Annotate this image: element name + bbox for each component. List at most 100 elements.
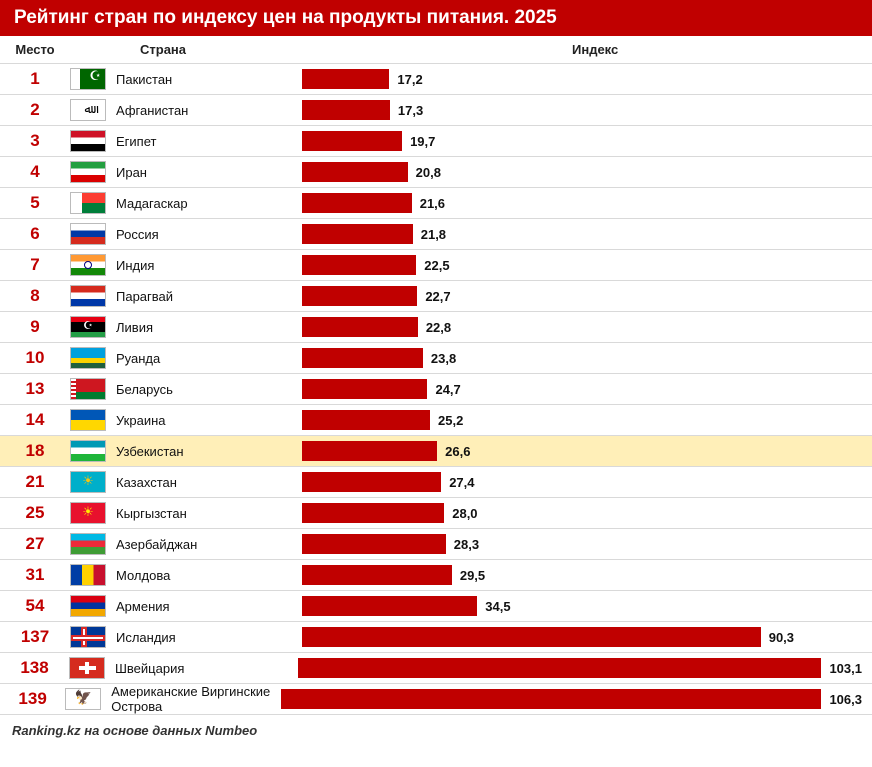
bar bbox=[302, 627, 761, 647]
flag-icon bbox=[70, 502, 106, 524]
value-label: 17,3 bbox=[398, 103, 423, 118]
country-cell: Россия bbox=[70, 223, 302, 245]
flag-icon bbox=[70, 595, 106, 617]
flag-icon bbox=[70, 161, 106, 183]
country-name: Армения bbox=[116, 599, 170, 614]
rank-cell: 4 bbox=[0, 162, 70, 182]
country-name: Кыргызстан bbox=[116, 506, 187, 521]
flag-icon bbox=[70, 130, 106, 152]
bar bbox=[302, 534, 446, 554]
flag-icon bbox=[70, 626, 106, 648]
rank-cell: 9 bbox=[0, 317, 70, 337]
table-row: 1 Пакистан 17,2 bbox=[0, 63, 872, 94]
value-label: 22,5 bbox=[424, 258, 449, 273]
value-label: 28,0 bbox=[452, 506, 477, 521]
table-row: 8Парагвай22,7 bbox=[0, 280, 872, 311]
bar bbox=[302, 100, 390, 120]
bar-cell: 17,2 bbox=[302, 69, 872, 89]
country-cell: Мадагаскар bbox=[70, 192, 302, 214]
header-rank: Место bbox=[0, 42, 70, 57]
bar-cell: 27,4 bbox=[302, 472, 872, 492]
country-name: Иран bbox=[116, 165, 147, 180]
country-cell: Украина bbox=[70, 409, 302, 431]
header-index: Индекс bbox=[302, 42, 872, 57]
header-country: Страна bbox=[70, 42, 302, 57]
country-cell: Афганистан bbox=[70, 99, 302, 121]
flag-icon bbox=[70, 223, 106, 245]
bar bbox=[302, 69, 389, 89]
country-name: Молдова bbox=[116, 568, 170, 583]
bar-cell: 29,5 bbox=[302, 565, 872, 585]
table-row: 137Исландия90,3 bbox=[0, 621, 872, 652]
country-name: Исландия bbox=[116, 630, 176, 645]
flag-icon bbox=[70, 564, 106, 586]
bar-cell: 22,7 bbox=[302, 286, 872, 306]
value-label: 34,5 bbox=[485, 599, 510, 614]
bar-cell: 21,6 bbox=[302, 193, 872, 213]
value-label: 22,7 bbox=[425, 289, 450, 304]
country-cell: Индия bbox=[70, 254, 302, 276]
country-cell: Кыргызстан bbox=[70, 502, 302, 524]
bar-cell: 23,8 bbox=[302, 348, 872, 368]
value-label: 27,4 bbox=[449, 475, 474, 490]
flag-icon bbox=[70, 440, 106, 462]
country-name: Индия bbox=[116, 258, 154, 273]
value-label: 25,2 bbox=[438, 413, 463, 428]
table-row: 2 Афганистан 17,3 bbox=[0, 94, 872, 125]
country-name: Американские Виргинские Острова bbox=[111, 684, 281, 714]
rank-cell: 137 bbox=[0, 627, 70, 647]
country-cell: Казахстан bbox=[70, 471, 302, 493]
rank-cell: 27 bbox=[0, 534, 70, 554]
table-row: 138Швейцария103,1 bbox=[0, 652, 872, 683]
rank-cell: 21 bbox=[0, 472, 70, 492]
chart-container: Рейтинг стран по индексу цен на продукты… bbox=[0, 0, 872, 746]
country-name: Узбекистан bbox=[116, 444, 184, 459]
flag-icon bbox=[70, 99, 106, 121]
country-name: Казахстан bbox=[116, 475, 177, 490]
flag-icon bbox=[69, 657, 105, 679]
bar bbox=[281, 689, 821, 709]
bar-cell: 28,0 bbox=[302, 503, 872, 523]
flag-icon bbox=[70, 254, 106, 276]
bar-cell: 20,8 bbox=[302, 162, 872, 182]
country-cell: Ливия bbox=[70, 316, 302, 338]
bar-cell: 103,1 bbox=[298, 658, 872, 678]
table-row: 13Беларусь24,7 bbox=[0, 373, 872, 404]
country-name: Руанда bbox=[116, 351, 160, 366]
rank-cell: 1 bbox=[0, 69, 70, 89]
table-row: 5Мадагаскар21,6 bbox=[0, 187, 872, 218]
table-row: 27Азербайджан28,3 bbox=[0, 528, 872, 559]
country-name: Азербайджан bbox=[116, 537, 197, 552]
value-label: 23,8 bbox=[431, 351, 456, 366]
country-name: Ливия bbox=[116, 320, 153, 335]
bar bbox=[302, 410, 430, 430]
country-name: Пакистан bbox=[116, 72, 172, 87]
bar bbox=[302, 224, 413, 244]
country-cell: Армения bbox=[70, 595, 302, 617]
rank-cell: 2 bbox=[0, 100, 70, 120]
country-name: Афганистан bbox=[116, 103, 188, 118]
rank-cell: 14 bbox=[0, 410, 70, 430]
country-cell: Руанда bbox=[70, 347, 302, 369]
value-label: 22,8 bbox=[426, 320, 451, 335]
flag-icon bbox=[70, 316, 106, 338]
rank-cell: 138 bbox=[0, 658, 69, 678]
flag-icon bbox=[70, 68, 106, 90]
bar bbox=[302, 162, 408, 182]
table-row: 25Кыргызстан28,0 bbox=[0, 497, 872, 528]
bar-cell: 24,7 bbox=[302, 379, 872, 399]
flag-icon bbox=[70, 409, 106, 431]
bar bbox=[298, 658, 822, 678]
country-name: Парагвай bbox=[116, 289, 173, 304]
country-cell: Швейцария bbox=[69, 657, 298, 679]
country-cell: Узбекистан bbox=[70, 440, 302, 462]
bar bbox=[302, 255, 416, 275]
table-row: 7Индия22,5 bbox=[0, 249, 872, 280]
bar bbox=[302, 472, 441, 492]
flag-icon bbox=[70, 192, 106, 214]
value-label: 26,6 bbox=[445, 444, 470, 459]
value-label: 20,8 bbox=[416, 165, 441, 180]
table-row: 10Руанда23,8 bbox=[0, 342, 872, 373]
country-name: Египет bbox=[116, 134, 156, 149]
source-footer: Ranking.kz на основе данных Numbeo bbox=[0, 714, 872, 746]
